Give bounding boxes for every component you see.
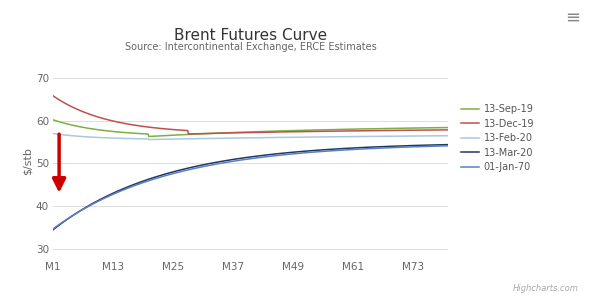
13-Dec-19: [151, 126, 158, 130]
Line: 13-Sep-19: 13-Sep-19: [53, 120, 448, 136]
13-Sep-19: [120, 131, 127, 134]
13-Dec-19: [120, 121, 127, 125]
01-Jan-70: [151, 177, 158, 181]
13-Sep-19: [152, 134, 159, 138]
13-Mar-20: [347, 146, 354, 150]
01-Jan-70: [283, 153, 290, 156]
13-Sep-19: [445, 126, 452, 129]
13-Feb-20: [152, 138, 159, 141]
13-Mar-20: [445, 143, 452, 146]
13-Feb-20: [229, 136, 236, 140]
13-Dec-19: [314, 130, 322, 133]
01-Jan-70: [50, 227, 57, 231]
13-Mar-20: [228, 158, 235, 161]
13-Sep-19: [283, 129, 290, 133]
13-Dec-19: [283, 130, 290, 133]
13-Mar-20: [283, 151, 290, 155]
13-Feb-20: [145, 138, 152, 141]
13-Feb-20: [314, 135, 322, 139]
01-Jan-70: [228, 160, 235, 163]
Legend: 13-Sep-19, 13-Dec-19, 13-Feb-20, 13-Mar-20, 01-Jan-70: 13-Sep-19, 13-Dec-19, 13-Feb-20, 13-Mar-…: [457, 101, 538, 176]
Line: 13-Mar-20: 13-Mar-20: [53, 144, 448, 230]
13-Dec-19: [185, 132, 192, 136]
Line: 01-Jan-70: 01-Jan-70: [53, 146, 448, 229]
13-Feb-20: [348, 135, 355, 138]
13-Mar-20: [120, 187, 127, 191]
13-Sep-19: [145, 135, 152, 138]
13-Dec-19: [348, 129, 355, 133]
13-Dec-19: [445, 128, 452, 132]
13-Mar-20: [313, 149, 320, 152]
Line: 13-Feb-20: 13-Feb-20: [53, 133, 448, 139]
13-Sep-19: [229, 131, 236, 134]
Text: ≡: ≡: [565, 9, 580, 27]
13-Sep-19: [314, 128, 322, 132]
13-Feb-20: [445, 134, 452, 137]
01-Jan-70: [347, 148, 354, 151]
Y-axis label: $/stb: $/stb: [23, 147, 33, 175]
13-Sep-19: [50, 118, 57, 122]
13-Feb-20: [283, 136, 290, 139]
13-Dec-19: [229, 131, 236, 135]
13-Mar-20: [151, 176, 158, 179]
Line: 13-Dec-19: 13-Dec-19: [53, 96, 448, 134]
Text: Source: Intercontinental Exchange, ERCE Estimates: Source: Intercontinental Exchange, ERCE …: [125, 42, 376, 52]
Text: Highcharts.com: Highcharts.com: [512, 284, 578, 293]
01-Jan-70: [120, 188, 127, 192]
01-Jan-70: [445, 144, 452, 148]
13-Sep-19: [348, 127, 355, 131]
13-Mar-20: [50, 228, 57, 231]
13-Feb-20: [50, 132, 57, 135]
13-Feb-20: [120, 137, 127, 140]
01-Jan-70: [313, 150, 320, 154]
Title: Brent Futures Curve: Brent Futures Curve: [174, 28, 327, 43]
13-Dec-19: [50, 94, 57, 98]
